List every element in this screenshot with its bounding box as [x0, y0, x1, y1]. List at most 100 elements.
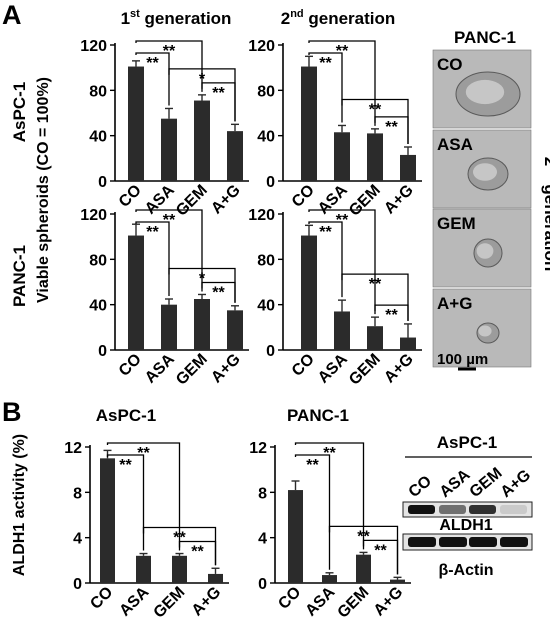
bar-gem [356, 554, 371, 583]
significance-bracket: ** [308, 209, 376, 315]
x-tick-label: A+G [189, 584, 225, 620]
y-tick-label: 40 [89, 129, 107, 146]
significance-label: ** [306, 457, 319, 474]
bar-co [100, 458, 115, 583]
spheroid-highlight [476, 243, 494, 259]
significance-label: ** [319, 55, 332, 72]
x-tick-label: CO [116, 182, 145, 211]
y-tick-label: 0 [98, 343, 107, 360]
scale-bar-label: 100 µm [437, 351, 488, 368]
significance-label: ** [336, 212, 349, 229]
bracket-line [201, 82, 236, 122]
significance-label: ** [385, 119, 398, 136]
x-tick-label: GEM [173, 182, 211, 220]
micrograph-asa: ASA [432, 129, 532, 209]
y-tick-label: 4 [258, 531, 267, 548]
y-tick-label: 0 [98, 174, 107, 191]
significance-label: ** [319, 224, 332, 241]
panel-b-aspc1-title: AsPC-1 [96, 406, 156, 425]
y-tick-label: 4 [73, 531, 82, 548]
bar-gem [367, 133, 383, 181]
bar-asa [161, 304, 177, 350]
blot-label-actin: β-Actin [438, 562, 493, 579]
significance-bracket: ** [201, 281, 236, 303]
x-tick-label: GEM [346, 182, 384, 220]
y-tick-label: 120 [248, 207, 275, 224]
bar-co [288, 490, 303, 583]
bracket-line [341, 273, 409, 321]
bracket-line [106, 454, 145, 551]
bar-asa [334, 132, 350, 181]
x-tick-label: A+G [208, 182, 244, 218]
bar-aplusg [400, 337, 416, 350]
significance-bracket: ** [294, 454, 331, 570]
micrograph-label: GEM [437, 214, 476, 233]
panel-b-panc1-title: PANC-1 [287, 406, 349, 425]
y-tick-label: 40 [257, 298, 275, 315]
bracket-line [362, 539, 399, 575]
bar-gem [194, 299, 210, 350]
micrograph-side-label: 2nd generation [541, 157, 550, 272]
y-tick-label: 0 [73, 576, 82, 593]
significance-label: ** [385, 307, 398, 324]
bar-aplusg [400, 154, 416, 181]
x-tick-label: CO [289, 351, 318, 380]
micrograph-aplusg: A+G [432, 288, 532, 368]
significance-label: ** [374, 542, 387, 559]
blot-lane-label: CO [406, 473, 435, 501]
blot-strip-aldh1 [402, 501, 533, 518]
x-tick-label: A+G [208, 351, 244, 387]
blot-lane-label: A+G [498, 467, 534, 501]
bar-aplusg [390, 579, 405, 583]
significance-bracket: ** [308, 40, 376, 126]
bracket-line [294, 442, 365, 550]
significance-label: * [199, 270, 206, 287]
y-tick-label: 80 [257, 252, 275, 269]
panel-b-letter: B [2, 397, 22, 427]
significance-label: * [199, 71, 206, 88]
bracket-line [135, 52, 170, 106]
y-tick-label: 80 [257, 83, 275, 100]
blot-band-aldh1 [469, 505, 496, 514]
spheroid-highlight [473, 163, 497, 181]
micrograph-label: CO [437, 55, 463, 74]
x-tick-label: A+G [371, 584, 407, 620]
blot-band-actin [408, 537, 436, 547]
bar-gem [172, 555, 187, 583]
y-tick-label: 120 [80, 207, 107, 224]
blot-strip-actin [402, 533, 533, 551]
significance-bracket: ** [178, 540, 217, 566]
significance-label: ** [191, 544, 204, 561]
x-tick-label: ASA [116, 583, 152, 619]
micrograph-column: PANC-1 CO ASA GEM A+G 100 µm 2nd generation [432, 28, 550, 371]
x-tick-label: ASA [142, 350, 178, 386]
blot-band-actin [500, 537, 528, 547]
significance-bracket: ** [374, 304, 409, 324]
y-tick-label: 0 [258, 576, 267, 593]
spheroid-highlight [465, 79, 505, 105]
micrograph-label: ASA [437, 135, 473, 154]
bar-asa [161, 118, 177, 181]
bar-co [301, 235, 317, 350]
col2-title: 2nd generation [281, 8, 396, 28]
blot-lane-label: ASA [437, 466, 474, 501]
bar-aplusg [227, 131, 243, 181]
blot-band-aldh1 [408, 505, 435, 514]
bar-aplusg [227, 310, 243, 350]
bar-asa [322, 575, 337, 583]
bracket-line [135, 221, 170, 296]
x-tick-label: CO [289, 182, 318, 211]
bracket-line [201, 281, 236, 303]
significance-bracket: ** [135, 40, 203, 92]
bar-asa [334, 311, 350, 350]
blot-band-actin [469, 537, 497, 547]
significance-bracket: ** [106, 454, 145, 551]
x-tick-label: CO [87, 584, 116, 613]
significance-bracket: ** [135, 209, 203, 292]
significance-bracket: ** [374, 116, 409, 144]
significance-label: ** [212, 85, 225, 102]
bracket-line [106, 442, 181, 551]
